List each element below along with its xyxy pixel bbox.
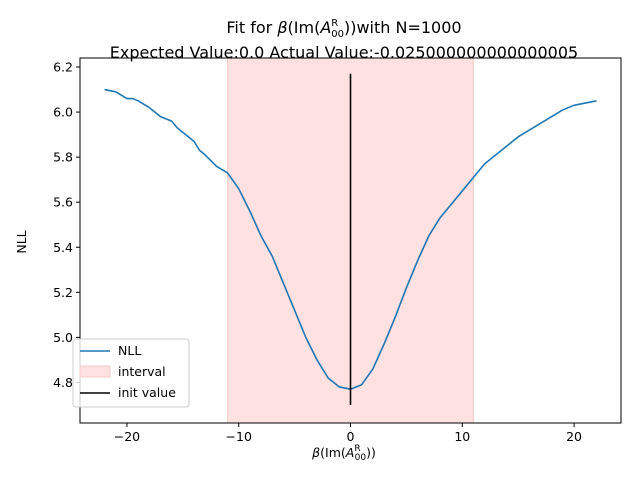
y-tick-label: 6.2 (53, 60, 73, 75)
x-tick-label: −10 (226, 429, 252, 444)
legend: NLL interval init value (72, 338, 190, 408)
legend-init-label: init value (118, 385, 176, 400)
x-axis-label: β(Im(AR 00)) (311, 444, 376, 463)
y-tick-label: 4.8 (53, 375, 73, 390)
legend-nll-label: NLL (118, 343, 141, 358)
x-tick-label: 20 (566, 429, 582, 444)
chart-title-line1: Fit for β(Im(AR 00))with N=1000 (226, 18, 461, 40)
y-tick-label: 5.0 (53, 330, 73, 345)
x-tick-label: 0 (347, 429, 355, 444)
x-tick-label: −20 (114, 429, 140, 444)
y-tick-label: 5.4 (53, 240, 73, 255)
y-axis-label: NLL (14, 230, 29, 253)
legend-interval-swatch (79, 365, 111, 378)
y-tick-label: 5.6 (53, 195, 73, 210)
legend-box (72, 338, 190, 408)
y-tick-label: 5.8 (53, 150, 73, 165)
y-tick-label: 6.0 (53, 105, 73, 120)
y-tick-label: 5.2 (53, 285, 73, 300)
x-tick-label: 10 (454, 429, 470, 444)
chart-title-line2: Expected Value:0.0 Actual Value:-0.02500… (110, 43, 578, 62)
nll-series-line (104, 88, 597, 391)
legend-interval-label: interval (118, 364, 166, 379)
